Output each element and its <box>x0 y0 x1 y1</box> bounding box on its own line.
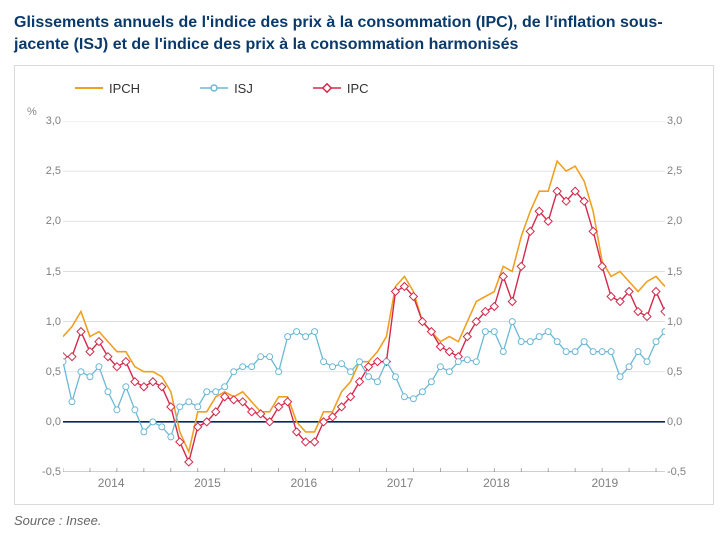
y-tick-left: 1,0 <box>19 316 61 328</box>
legend-label-ipch: IPCH <box>109 81 140 96</box>
x-tick-year: 2014 <box>98 476 125 490</box>
legend-item-ipc: IPC <box>313 81 369 96</box>
x-tick-year: 2017 <box>387 476 414 490</box>
y-tick-left: 0,5 <box>19 366 61 378</box>
legend-item-ipch: IPCH <box>75 81 140 96</box>
y-tick-left: 2,0 <box>19 215 61 227</box>
chart-frame: IPCH ISJ IPC % -0,50,00,51,01,52,02,53,0… <box>14 65 714 505</box>
y-tick-right: 1,5 <box>667 266 709 278</box>
source-caption: Source : Insee. <box>14 513 714 528</box>
legend-swatch-isj <box>200 81 228 95</box>
y-tick-left: -0,5 <box>19 466 61 478</box>
plot-svg <box>63 121 665 472</box>
y-tick-right: 0,0 <box>667 416 709 428</box>
y-axis-right: -0,50,00,51,01,52,02,53,0 <box>667 121 709 472</box>
y-tick-right: 2,0 <box>667 215 709 227</box>
x-tick-year: 2019 <box>591 476 618 490</box>
y-tick-right: 1,0 <box>667 316 709 328</box>
legend-item-isj: ISJ <box>200 81 253 96</box>
y-tick-right: 0,5 <box>667 366 709 378</box>
legend-label-ipc: IPC <box>347 81 369 96</box>
y-tick-right: 3,0 <box>667 115 709 127</box>
y-axis-left: -0,50,00,51,01,52,02,53,0 <box>19 121 61 472</box>
x-tick-year: 2015 <box>194 476 221 490</box>
y-tick-left: 3,0 <box>19 115 61 127</box>
y-tick-right: 2,5 <box>667 165 709 177</box>
plot-area <box>63 121 665 472</box>
x-tick-year: 2016 <box>290 476 317 490</box>
x-axis: 2014 2015 2016 2017 2018 2019 <box>63 476 665 496</box>
y-tick-left: 2,5 <box>19 165 61 177</box>
chart-title: Glissements annuels de l'indice des prix… <box>14 12 714 55</box>
y-tick-left: 0,0 <box>19 416 61 428</box>
legend: IPCH ISJ IPC <box>75 78 653 98</box>
y-tick-right: -0,5 <box>667 466 709 478</box>
legend-label-isj: ISJ <box>234 81 253 96</box>
legend-swatch-ipc <box>313 81 341 95</box>
x-tick-year: 2018 <box>483 476 510 490</box>
legend-swatch-ipch <box>75 81 103 95</box>
y-tick-left: 1,5 <box>19 266 61 278</box>
